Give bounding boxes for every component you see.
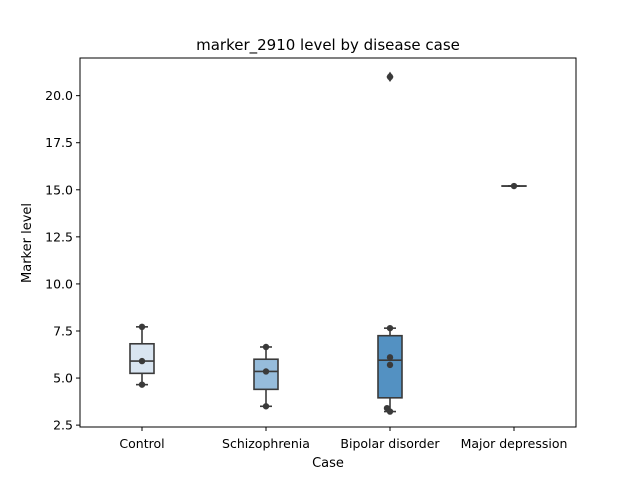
y-tick-label: 5.0 bbox=[53, 371, 73, 386]
y-tick-label: 10.0 bbox=[45, 276, 73, 291]
x-tick-label: Bipolar disorder bbox=[340, 436, 440, 451]
y-tick-label: 15.0 bbox=[45, 182, 73, 197]
data-point bbox=[139, 381, 145, 387]
data-point bbox=[387, 354, 393, 360]
data-point bbox=[387, 325, 393, 331]
y-tick-label: 7.5 bbox=[53, 323, 73, 338]
data-point bbox=[384, 405, 390, 411]
y-tick-label: 2.5 bbox=[53, 418, 73, 433]
y-tick-label: 20.0 bbox=[45, 88, 73, 103]
chart-title: marker_2910 level by disease case bbox=[196, 36, 460, 55]
y-tick-label: 17.5 bbox=[45, 135, 73, 150]
data-point bbox=[139, 324, 145, 330]
data-point bbox=[263, 344, 269, 350]
data-point bbox=[511, 183, 517, 189]
x-tick-label: Major depression bbox=[461, 436, 568, 451]
y-tick-label: 12.5 bbox=[45, 229, 73, 244]
data-point bbox=[263, 368, 269, 374]
data-point bbox=[387, 74, 393, 80]
x-tick-label: Control bbox=[119, 436, 164, 451]
data-point bbox=[263, 403, 269, 409]
data-point bbox=[139, 358, 145, 364]
x-axis-label: Case bbox=[312, 456, 344, 471]
data-point bbox=[387, 362, 393, 368]
x-tick-label: Schizophrenia bbox=[222, 436, 310, 451]
y-axis-label: Marker level bbox=[20, 203, 35, 283]
